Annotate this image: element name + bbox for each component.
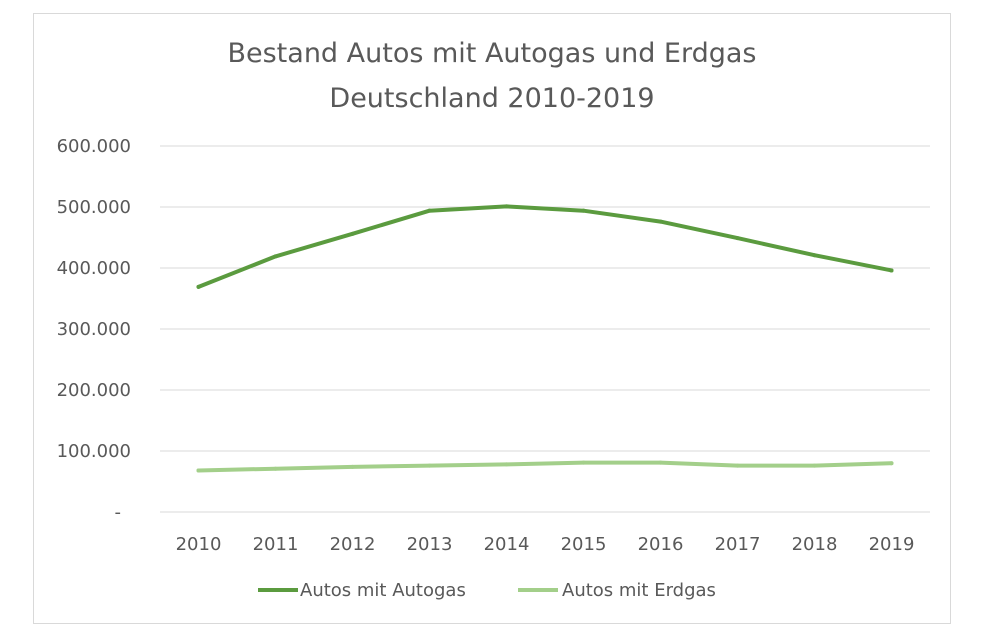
data-point xyxy=(350,464,355,469)
x-tick-label: 2012 xyxy=(330,534,376,555)
legend-label: Autos mit Erdgas xyxy=(562,580,716,601)
data-point xyxy=(196,468,201,473)
legend-label: Autos mit Autogas xyxy=(300,580,466,601)
y-axis-ticks: - 100.000 200.000 300.000 400.000 500.000 600.… xyxy=(57,136,131,523)
data-point xyxy=(504,204,509,209)
data-point xyxy=(581,460,586,465)
data-point xyxy=(196,284,201,289)
y-tick-label: 300.000 xyxy=(57,319,131,340)
series-line-1 xyxy=(196,204,894,289)
data-point xyxy=(504,462,509,467)
data-point xyxy=(658,219,663,224)
data-point xyxy=(350,231,355,236)
data-point xyxy=(735,236,740,241)
y-tick-label: 200.000 xyxy=(57,380,131,401)
chart-frame xyxy=(33,13,951,624)
data-point xyxy=(812,463,817,468)
x-tick-label: 2016 xyxy=(638,534,684,555)
y-tick-label: - xyxy=(115,502,122,523)
series-lines xyxy=(196,204,894,473)
data-point xyxy=(812,253,817,258)
x-tick-label: 2011 xyxy=(253,534,299,555)
data-point xyxy=(427,463,432,468)
y-tick-label: 600.000 xyxy=(57,136,131,157)
data-point xyxy=(273,254,278,259)
series-line-2 xyxy=(196,460,894,473)
x-tick-label: 2017 xyxy=(715,534,761,555)
data-point xyxy=(658,460,663,465)
data-point xyxy=(273,466,278,471)
x-tick-label: 2019 xyxy=(869,534,915,555)
gridlines xyxy=(160,145,930,513)
data-point xyxy=(427,208,432,213)
x-axis-ticks: 2010 2011 2012 2013 2014 2015 2016 2017 2018 2019 xyxy=(176,534,915,555)
x-tick-label: 2013 xyxy=(407,534,453,555)
data-point xyxy=(889,268,894,273)
data-point xyxy=(889,461,894,466)
x-tick-label: 2018 xyxy=(792,534,838,555)
x-tick-label: 2015 xyxy=(561,534,607,555)
data-point xyxy=(581,208,586,213)
x-tick-label: 2010 xyxy=(176,534,222,555)
chart-title-line-2: Deutschland 2010-2019 xyxy=(329,83,654,114)
legend: Autos mit Autogas Autos mit Erdgas xyxy=(258,580,716,601)
chart-title-line-1: Bestand Autos mit Autogas und Erdgas xyxy=(227,38,756,69)
y-tick-label: 400.000 xyxy=(57,258,131,279)
x-tick-label: 2014 xyxy=(484,534,530,555)
data-point xyxy=(735,463,740,468)
y-tick-label: 500.000 xyxy=(57,197,131,218)
y-tick-label: 100.000 xyxy=(57,441,131,462)
